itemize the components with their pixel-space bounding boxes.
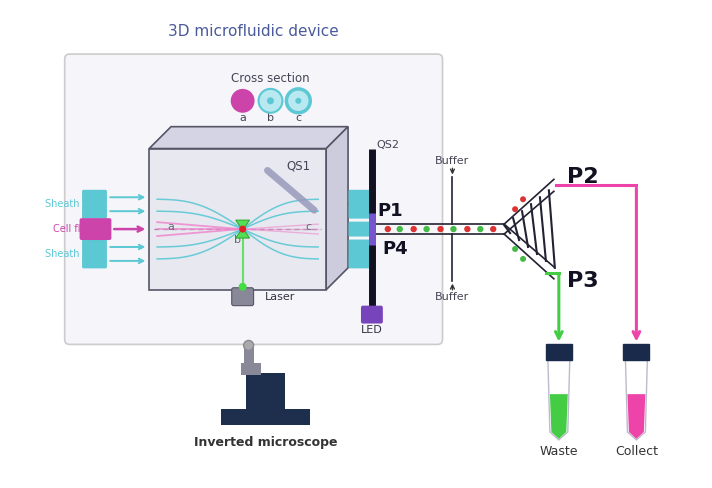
Bar <box>244 346 253 366</box>
Circle shape <box>384 226 391 232</box>
Bar <box>546 345 572 360</box>
Text: b: b <box>234 235 241 245</box>
Text: P2: P2 <box>567 167 598 187</box>
FancyBboxPatch shape <box>361 305 383 324</box>
Text: c: c <box>295 113 301 122</box>
Circle shape <box>258 89 283 113</box>
Bar <box>241 364 261 375</box>
Text: Cross section: Cross section <box>231 72 310 85</box>
Text: QS2: QS2 <box>376 140 399 149</box>
Circle shape <box>397 226 403 232</box>
Polygon shape <box>625 360 647 440</box>
Circle shape <box>512 246 518 252</box>
Text: Collect: Collect <box>615 446 658 458</box>
Bar <box>221 409 310 425</box>
Circle shape <box>490 226 496 232</box>
Text: Sheath flow: Sheath flow <box>45 249 103 259</box>
Circle shape <box>267 97 274 104</box>
Text: Cell flow: Cell flow <box>53 224 94 234</box>
Text: P4: P4 <box>382 240 407 258</box>
Bar <box>246 373 286 411</box>
Circle shape <box>239 283 246 291</box>
FancyBboxPatch shape <box>82 190 107 205</box>
Text: P1: P1 <box>377 202 402 220</box>
Circle shape <box>450 226 456 232</box>
FancyBboxPatch shape <box>65 54 442 345</box>
Polygon shape <box>326 127 348 290</box>
Polygon shape <box>627 394 645 439</box>
Text: Laser: Laser <box>265 292 295 302</box>
Circle shape <box>239 225 246 233</box>
Circle shape <box>295 98 301 104</box>
Circle shape <box>424 226 430 232</box>
Text: 3D microfluidic device: 3D microfluidic device <box>168 24 339 39</box>
Circle shape <box>437 226 444 232</box>
Circle shape <box>520 256 526 262</box>
Text: Waste: Waste <box>540 446 578 458</box>
FancyBboxPatch shape <box>349 190 373 205</box>
Polygon shape <box>236 220 250 230</box>
FancyBboxPatch shape <box>82 253 107 268</box>
Text: Buffer: Buffer <box>435 157 470 166</box>
Text: a: a <box>239 113 246 122</box>
FancyBboxPatch shape <box>231 288 253 305</box>
Text: c: c <box>305 222 311 232</box>
Polygon shape <box>548 360 570 440</box>
FancyBboxPatch shape <box>82 240 107 254</box>
Bar <box>150 148 326 290</box>
Circle shape <box>464 226 471 232</box>
Circle shape <box>411 226 417 232</box>
FancyBboxPatch shape <box>80 218 111 240</box>
Polygon shape <box>550 394 567 439</box>
Text: b: b <box>267 113 274 122</box>
Polygon shape <box>236 228 250 238</box>
Bar <box>624 345 649 360</box>
Circle shape <box>286 89 310 113</box>
Circle shape <box>520 196 526 202</box>
FancyBboxPatch shape <box>349 240 373 254</box>
FancyBboxPatch shape <box>349 253 373 268</box>
Text: a: a <box>167 222 174 232</box>
Text: Inverted microscope: Inverted microscope <box>194 436 337 449</box>
FancyBboxPatch shape <box>349 203 373 219</box>
Polygon shape <box>150 127 348 148</box>
Text: Sheath flow: Sheath flow <box>45 199 103 209</box>
Circle shape <box>477 226 483 232</box>
Circle shape <box>244 341 253 350</box>
Circle shape <box>512 206 518 212</box>
FancyBboxPatch shape <box>82 203 107 219</box>
Text: QS1: QS1 <box>286 160 310 173</box>
Text: Buffer: Buffer <box>435 292 470 302</box>
Circle shape <box>231 89 255 113</box>
Text: P3: P3 <box>567 271 598 291</box>
FancyBboxPatch shape <box>349 222 373 237</box>
Text: LED: LED <box>361 325 383 334</box>
